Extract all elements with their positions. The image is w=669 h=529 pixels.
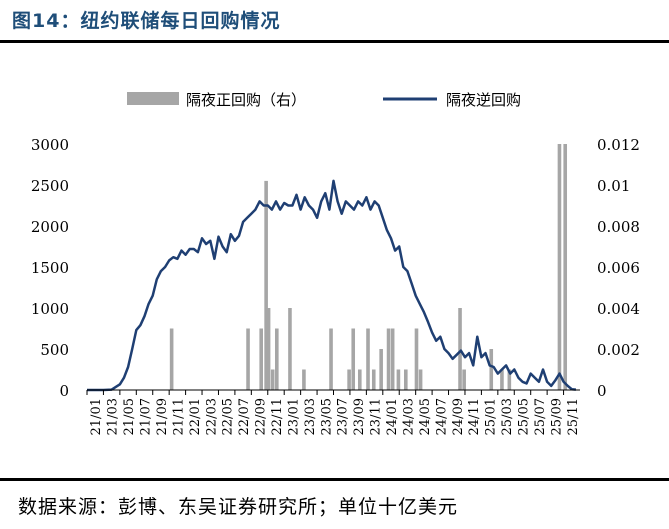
figure-title: 图14：纽约联储每日回购情况 — [12, 10, 281, 32]
x-tick-label: 25/01 — [484, 398, 499, 435]
bar — [302, 369, 306, 390]
bar — [386, 328, 391, 390]
legend-bar-swatch — [127, 92, 179, 105]
bar — [246, 328, 250, 390]
left-tick-label: 1000 — [31, 300, 69, 318]
x-tick-label: 23/01 — [286, 398, 301, 435]
x-tick-label: 24/05 — [418, 398, 433, 435]
x-tick-label: 21/07 — [139, 398, 154, 435]
left-tick-label: 0 — [59, 382, 69, 400]
bar-series-overnight-repo — [169, 144, 568, 390]
x-tick-label: 25/11 — [566, 398, 581, 435]
bar — [489, 349, 494, 390]
legend: 隔夜正回购（右） 隔夜逆回购 — [127, 91, 521, 109]
bar — [371, 369, 376, 390]
x-tick-label: 23/03 — [303, 398, 318, 435]
x-tick-label: 22/05 — [221, 398, 236, 435]
bar — [264, 180, 268, 390]
x-tick-label: 22/09 — [254, 398, 269, 435]
bar — [329, 328, 333, 390]
x-tick-label: 25/05 — [516, 398, 531, 435]
legend-bar-label: 隔夜正回购（右） — [186, 91, 306, 109]
x-tick-label: 24/09 — [451, 398, 466, 435]
right-tick-label: 0.006 — [597, 259, 640, 277]
source-rule — [0, 478, 669, 481]
bar — [357, 369, 362, 390]
bar — [347, 369, 351, 390]
bar — [404, 369, 408, 390]
bar — [266, 308, 271, 390]
bar — [351, 328, 356, 390]
bar — [414, 328, 419, 390]
right-tick-label: 0 — [597, 382, 607, 400]
x-tick-label: 22/11 — [270, 398, 285, 435]
source-note: 数据来源：彭博、东吴证券研究所；单位十亿美元 — [18, 496, 459, 518]
line-series-overnight-reverse-repo — [87, 179, 577, 392]
right-axis-ticks: 0 0.002 0.004 0.006 0.008 0.01 0.012 — [597, 136, 640, 400]
right-tick-label: 0.01 — [597, 177, 630, 195]
right-tick-label: 0.002 — [597, 341, 640, 359]
bar — [366, 328, 370, 390]
bar — [500, 369, 504, 390]
x-tick-label: 24/07 — [434, 398, 449, 435]
x-tick-label: 23/11 — [369, 398, 384, 435]
left-tick-label: 2500 — [31, 177, 69, 195]
x-tick-label: 21/03 — [106, 398, 121, 435]
x-tick-label: 24/11 — [467, 398, 482, 435]
x-tick-label: 25/07 — [533, 398, 548, 435]
x-tick-label: 22/07 — [237, 398, 252, 435]
x-tick-label: 23/09 — [352, 398, 367, 435]
bar — [259, 328, 263, 390]
x-axis-ticks: 21/01 21/03 21/05 21/07 21/09 21/11 22/01 22/03… — [86, 390, 581, 435]
left-tick-label: 2000 — [31, 218, 69, 236]
right-tick-label: 0.008 — [597, 218, 640, 236]
bar — [169, 328, 174, 390]
x-tick-label: 24/01 — [385, 398, 400, 435]
bar — [270, 369, 275, 390]
bar — [288, 308, 292, 390]
right-tick-label: 0.004 — [597, 300, 640, 318]
x-tick-label: 21/09 — [155, 398, 170, 435]
bar — [563, 144, 568, 390]
bar — [458, 308, 462, 390]
right-tick-label: 0.012 — [597, 136, 640, 154]
x-tick-label: 23/05 — [319, 398, 334, 435]
x-tick-label: 21/01 — [89, 398, 104, 435]
bar — [557, 144, 562, 390]
bar — [462, 369, 466, 390]
x-tick-label: 25/09 — [549, 398, 564, 435]
x-tick-label: 23/07 — [336, 398, 351, 435]
x-tick-label: 21/11 — [171, 398, 186, 435]
left-tick-label: 1500 — [31, 259, 69, 277]
bar — [396, 369, 401, 390]
legend-line-label: 隔夜逆回购 — [446, 91, 521, 109]
bar — [379, 349, 383, 390]
x-tick-label: 24/03 — [401, 398, 416, 435]
x-tick-label: 22/01 — [188, 398, 203, 435]
bar — [418, 369, 423, 390]
chart: 0 500 1000 1500 2000 2500 3000 0 0.002 0.004 0.00… — [31, 91, 640, 435]
title-rule — [0, 40, 669, 43]
bar — [390, 328, 395, 390]
bar — [507, 369, 512, 390]
x-tick-label: 22/03 — [204, 398, 219, 435]
x-tick-label: 25/03 — [500, 398, 515, 435]
left-tick-label: 500 — [40, 341, 69, 359]
x-tick-label: 21/05 — [122, 398, 137, 435]
left-axis-ticks: 0 500 1000 1500 2000 2500 3000 — [31, 136, 69, 400]
bar — [275, 328, 279, 390]
left-tick-label: 3000 — [31, 136, 69, 154]
